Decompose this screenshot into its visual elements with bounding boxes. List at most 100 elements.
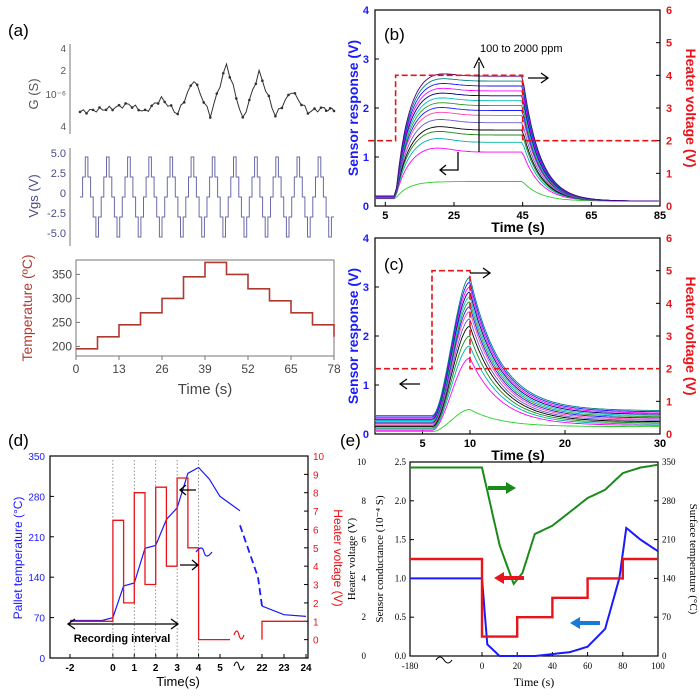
d-temperature-tail	[261, 605, 307, 617]
a1-data-point	[124, 102, 127, 105]
b-xtick-label: 65	[585, 210, 597, 222]
e-xtick-label: 100	[651, 661, 665, 671]
a1-tick-0: 4	[60, 44, 66, 55]
d-xlabel: Time(s)	[156, 674, 200, 689]
c-xlabel: Time (s)	[491, 447, 544, 463]
b-heater-series	[368, 74, 660, 142]
c-heater-series	[375, 269, 660, 370]
a1-data-point	[130, 106, 134, 109]
c-yrtick-label: 5	[666, 266, 672, 278]
a1-data-point	[111, 108, 114, 112]
a3-ytick-label: 250	[52, 315, 72, 329]
a1-data-point	[182, 101, 186, 104]
c-sensor-curve	[375, 276, 660, 417]
b-ylabel: Sensor response (V)	[345, 40, 361, 176]
d-yrtick-label: 7	[313, 507, 319, 518]
a1-data-point	[202, 101, 206, 104]
d-ylabel: Pallet temperature (°C)	[11, 497, 25, 620]
a3-xtick-label: 78	[327, 362, 341, 376]
d-xtick-label: 5	[217, 663, 223, 674]
c-ytick-label: 1	[363, 380, 369, 392]
e-conductance-series	[410, 526, 659, 657]
d-yrtick-label: 6	[313, 525, 319, 536]
a3-ytick-label: 300	[52, 291, 72, 305]
d-xtick-label: 24	[300, 663, 312, 674]
b-ytick-label: 1	[363, 152, 369, 164]
a3-ytick-label: 200	[52, 339, 72, 353]
d-yrtick-label: 8	[313, 489, 319, 500]
a1-data-point	[324, 109, 328, 112]
a1-data-point	[163, 100, 166, 104]
e-xtick-label: 40	[548, 661, 558, 671]
c-xtick-label: 10	[464, 438, 476, 450]
panel-b: (b) Sensor response (V) Heater voltage (…	[345, 5, 699, 235]
b-ytick-label: 0	[363, 201, 369, 213]
e-arrow-red-head	[494, 572, 504, 584]
e-ytick-label: 4	[362, 573, 367, 583]
b-ytick-label: 2	[363, 103, 369, 115]
c-ytick-label: 0	[363, 429, 369, 441]
e-ytick-label: 2	[362, 612, 367, 622]
panel-e-label: (e)	[340, 431, 361, 450]
d-yrtick-label: 4	[313, 562, 319, 573]
d-xtick-label: 4	[196, 663, 202, 674]
c-sensor-curve	[375, 318, 660, 426]
a2-tick-4: -5.0	[47, 228, 66, 240]
b-sensor-curve	[375, 97, 659, 202]
e-ticks: -180 0 20 40 60 80 10002468100.00.51.01.52.02.…	[357, 457, 676, 671]
c-xtick-label: 5	[419, 438, 425, 450]
a3-xtick-label: 39	[198, 362, 212, 376]
b-arrow-right-icon	[528, 72, 550, 84]
a1-tick-2: 10⁻⁶	[45, 90, 66, 101]
a1-data-point	[319, 106, 323, 109]
a1-data-point	[195, 83, 199, 87]
d-yrtick-label: 3	[313, 581, 319, 592]
e-xlabel: Time (s)	[514, 675, 555, 689]
a3-y-ticks: 200 250 300 350	[52, 267, 80, 353]
b-yrtick-label: 0	[666, 201, 672, 213]
c-yrtick-label: 4	[666, 298, 673, 310]
panel-a: (a) G (S) 4 2 10⁻⁶ 4 Vgs (V) 5.0 2.5 0 -…	[8, 21, 341, 398]
b-yrtick-label: 3	[666, 103, 672, 115]
e-ymid-label: 1.5	[395, 535, 407, 545]
a1-data-point	[104, 108, 108, 112]
c-yrtick-label: 6	[666, 233, 672, 245]
a1-data-point	[78, 110, 82, 114]
a1-data-point	[208, 116, 212, 119]
d-xtick-label: 3	[174, 663, 180, 674]
e-ylabel-mid: Sensor conductance (10⁻⁴ S)	[374, 495, 386, 623]
d-break-temp-icon	[195, 547, 213, 557]
b-yrtick-label: 2	[666, 136, 672, 148]
b-xlabel: Time (s)	[491, 219, 544, 235]
a3-xtick-label: 65	[284, 362, 298, 376]
b-yrtick-label: 5	[666, 38, 672, 50]
e-ymid-label: 2.0	[395, 496, 407, 506]
a2-tick-1: 2.5	[51, 168, 66, 180]
a3-xtick-label: 52	[241, 362, 255, 376]
a1-data-point	[137, 108, 140, 112]
b-xtick-label: 85	[654, 210, 666, 222]
a1-tick-3: 4	[60, 122, 66, 133]
e-arrow-blue-head	[570, 617, 580, 629]
c-yrtick-label: 2	[666, 364, 672, 376]
e-xtick-label: -180	[402, 661, 419, 671]
a1-data-point	[280, 106, 284, 110]
d-arrow-left-icon	[178, 484, 196, 496]
d-xtick-label: 22	[256, 663, 268, 674]
panel-c: (c) Sensor response (V) Heater voltage (…	[345, 233, 699, 463]
a1-data-point	[274, 114, 277, 118]
d-yrtick-label: 9	[313, 470, 319, 481]
d-yrtick-label: 1	[313, 617, 319, 628]
c-sensor-curve	[375, 296, 660, 421]
c-sensor-curve	[375, 291, 660, 420]
d-xtick-label: 23	[278, 663, 290, 674]
d-ytick-label: 70	[34, 614, 46, 625]
e-arrow-green-head	[506, 482, 516, 494]
d-xtick-label: -2	[66, 663, 75, 674]
d-ytick-label: 350	[28, 452, 45, 463]
b-yrtick-label: 4	[666, 70, 673, 82]
c-yrtick-label: 1	[666, 396, 672, 408]
a2-vgs-series	[80, 156, 334, 238]
